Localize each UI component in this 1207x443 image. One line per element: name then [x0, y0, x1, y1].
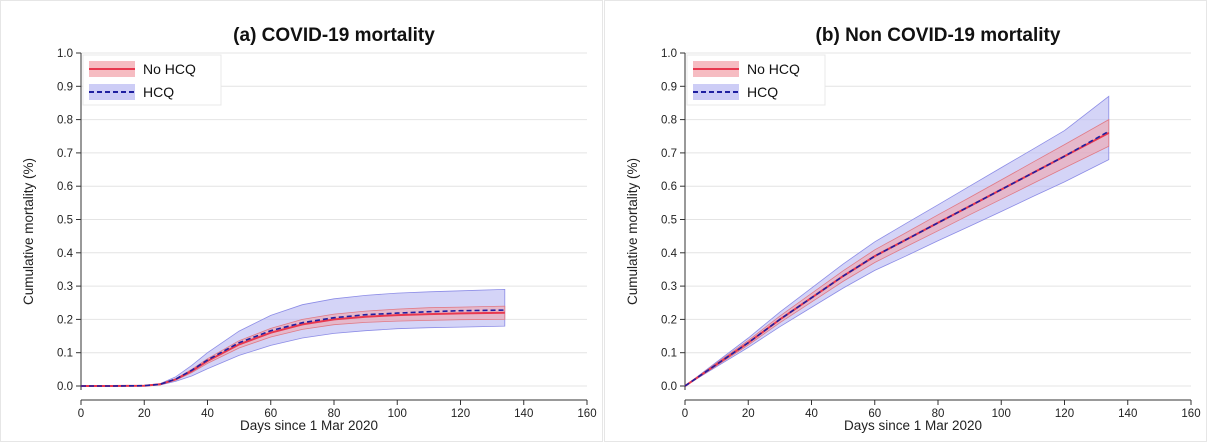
y-tick-label: 0.7 — [57, 148, 73, 160]
x-tick-label: 60 — [868, 408, 881, 420]
chart-panel-non-covid: (b) Non COVID-19 mortality 0.0 0.1 0.2 0.3 0.… — [604, 0, 1207, 442]
x-tick-label: 0 — [682, 408, 688, 420]
legend-label-no-hcq: No HCQ — [747, 61, 800, 77]
legend-swatch-hcq — [693, 84, 739, 100]
x-tick-label: 120 — [1055, 408, 1074, 420]
y-tick-label: 0.0 — [57, 381, 73, 393]
x-tick-label: 140 — [1118, 408, 1137, 420]
x-axis-label: Days since 1 Mar 2020 — [240, 418, 378, 433]
x-tick-label: 160 — [577, 408, 596, 420]
x-tick-label: 160 — [1181, 408, 1200, 420]
y-tick-label: 1.0 — [57, 48, 73, 60]
series-line-hcq — [684, 130, 1110, 387]
chart-title: (b) Non COVID-19 mortality — [816, 25, 1061, 46]
band-hcq — [81, 288, 506, 387]
chart-panel-covid: (a) COVID-19 mortality 0.0 0.1 0.2 0.3 0.4 0.5… — [0, 0, 603, 442]
x-tick-label: 100 — [992, 408, 1011, 420]
legend-label-hcq: HCQ — [143, 84, 174, 100]
y-tick-label: 0.9 — [57, 81, 73, 93]
y-tick-label: 0.6 — [661, 181, 677, 193]
chart-non-covid-mortality: (b) Non COVID-19 mortality 0.0 0.1 0.2 0.3 0.… — [625, 25, 1201, 433]
chart-covid-mortality: (a) COVID-19 mortality 0.0 0.1 0.2 0.3 0.4 0.5… — [21, 25, 597, 433]
x-tick-label: 20 — [138, 408, 151, 420]
x-tick-label: 60 — [264, 408, 277, 420]
y-tick-label: 0.3 — [661, 281, 677, 293]
y-axis-label: Cumulative mortality (%) — [21, 158, 36, 305]
y-tick-label: 0.9 — [661, 81, 677, 93]
x-tick-label: 140 — [514, 408, 533, 420]
x-tick-label: 120 — [451, 408, 470, 420]
legend-swatch-hcq — [89, 84, 135, 100]
y-tick-label: 0.8 — [57, 115, 73, 127]
x-tick-label: 40 — [805, 408, 818, 420]
y-tick-label: 0.4 — [661, 248, 678, 260]
x-axis-label: Days since 1 Mar 2020 — [844, 418, 982, 433]
y-tick-label: 0.7 — [661, 148, 677, 160]
x-tick-label: 0 — [78, 408, 84, 420]
x-tick-label: 20 — [742, 408, 755, 420]
y-tick-label: 0.1 — [661, 348, 677, 360]
y-tick-label: 0.0 — [661, 381, 677, 393]
x-tick-label: 80 — [932, 408, 945, 420]
x-tick-label: 80 — [328, 408, 341, 420]
x-tick-label: 40 — [201, 408, 214, 420]
y-tick-label: 0.2 — [661, 314, 677, 326]
chart-title: (a) COVID-19 mortality — [233, 25, 435, 46]
y-tick-label: 0.5 — [661, 215, 677, 227]
series-line-hcq — [81, 309, 505, 387]
y-tick-label: 0.6 — [57, 181, 73, 193]
x-tick-label: 100 — [388, 408, 407, 420]
legend-label-hcq: HCQ — [747, 84, 778, 100]
y-tick-label: 1.0 — [661, 48, 677, 60]
y-tick-label: 0.3 — [57, 281, 73, 293]
legend: No HCQ HCQ — [686, 54, 826, 106]
y-tick-label: 0.5 — [57, 215, 73, 227]
y-tick-label: 0.4 — [57, 248, 74, 260]
y-tick-label: 0.1 — [57, 348, 73, 360]
legend: No HCQ HCQ — [82, 54, 222, 106]
band-no-hcq — [684, 118, 1110, 387]
legend-label-no-hcq: No HCQ — [143, 61, 196, 77]
series-line-no-hcq — [81, 311, 505, 387]
y-axis-label: Cumulative mortality (%) — [625, 158, 640, 305]
y-tick-label: 0.8 — [661, 115, 677, 127]
y-tick-label: 0.2 — [57, 314, 73, 326]
